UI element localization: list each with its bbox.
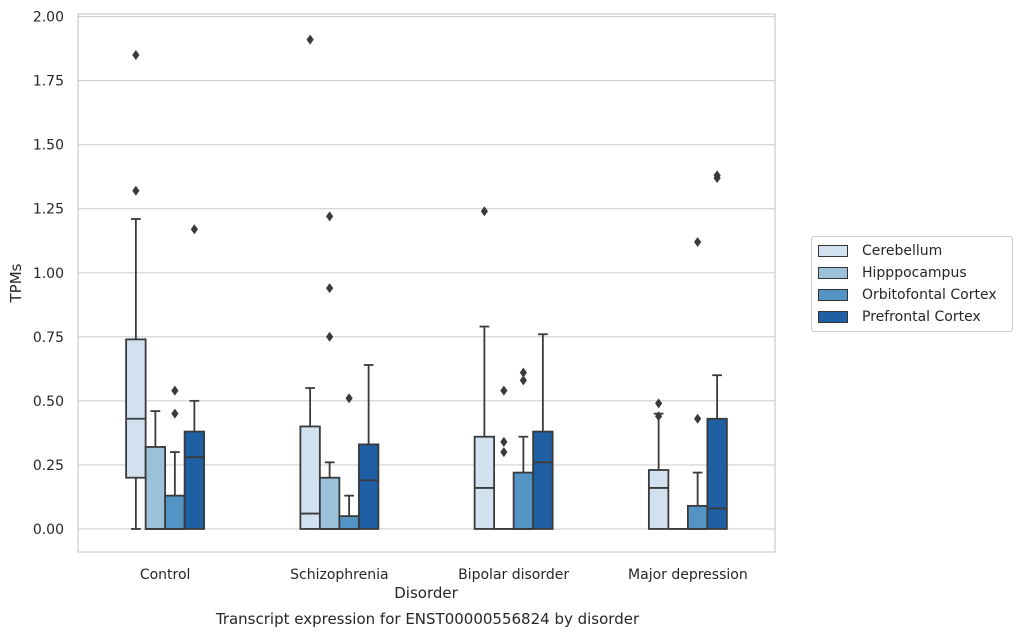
outlier-point — [655, 398, 663, 409]
box-body — [706, 417, 728, 530]
legend-label-prefrontal: Prefrontal Cortex — [862, 309, 981, 325]
outlier-point — [345, 393, 353, 404]
outlier-point — [306, 34, 314, 45]
outlier-point — [326, 283, 334, 294]
y-axis-label: TPMs — [7, 263, 25, 303]
outlier-point — [519, 375, 527, 386]
outlier-point — [171, 385, 179, 396]
outlier-point — [326, 331, 334, 342]
legend: Cerebellum Hipppocampus Orbitofontal Cor… — [811, 236, 1013, 332]
box-hipppocampus-schizophrenia — [318, 211, 341, 530]
legend-item-prefrontal: Prefrontal Cortex — [818, 307, 981, 327]
legend-item-hippocampus: Hipppocampus — [818, 263, 967, 283]
box-body — [686, 504, 709, 530]
box-body — [183, 430, 206, 530]
box-hipppocampus-bipolar-disorder — [494, 385, 514, 530]
box-hipppocampus-control — [144, 410, 167, 530]
legend-swatch-cerebellum — [818, 245, 848, 257]
box-orbitofontal-cortex-bipolar-disorder — [512, 367, 535, 530]
y-tick-label: 1.75 — [33, 74, 64, 90]
box-layer — [125, 34, 728, 530]
box-body — [647, 469, 670, 530]
box-orbitofontal-cortex-major-depression — [686, 237, 709, 530]
box-body — [532, 430, 554, 530]
outlier-point — [519, 367, 527, 378]
box-orbitofontal-cortex-schizophrenia — [338, 393, 360, 530]
box-body — [144, 446, 167, 530]
x-tick-labels: Control Schizophrenia Bipolar disorder Majo… — [140, 567, 748, 583]
legend-swatch-prefrontal — [818, 311, 848, 323]
y-tick-label: 0.25 — [33, 458, 64, 474]
outlier-point — [500, 385, 508, 396]
y-tick-label: 1.50 — [33, 138, 64, 154]
x-tick-label: Schizophrenia — [290, 567, 388, 583]
y-tick-labels: 0.00 0.25 0.50 0.75 1.00 1.25 1.50 1.75 2.00 — [33, 10, 64, 538]
legend-item-orbitofrontal: Orbitofontal Cortex — [818, 285, 997, 305]
box-cerebellum-schizophrenia — [299, 34, 321, 530]
x-tick-label: Bipolar disorder — [458, 567, 569, 583]
outlier-point — [500, 436, 508, 447]
box-prefrontal-cortex-bipolar-disorder — [532, 333, 554, 530]
legend-swatch-hippocampus — [818, 267, 848, 279]
box-cerebellum-major-depression — [647, 398, 670, 530]
outlier-point — [694, 413, 702, 424]
box-orbitofontal-cortex-control — [164, 385, 186, 530]
y-tick-label: 0.00 — [33, 522, 64, 538]
y-tick-label: 0.50 — [33, 394, 64, 410]
legend-swatch-orbitofrontal — [818, 289, 848, 301]
box-body — [164, 494, 186, 530]
box-prefrontal-cortex-control — [183, 224, 206, 530]
x-tick-label: Control — [140, 567, 191, 583]
outlier-point — [713, 172, 721, 183]
outlier-point — [190, 224, 198, 235]
box-body — [125, 338, 147, 479]
legend-label-hippocampus: Hipppocampus — [862, 265, 967, 281]
y-tick-label: 2.00 — [33, 10, 64, 26]
box-body — [338, 515, 360, 530]
x-tick-label: Major depression — [628, 567, 748, 583]
box-body — [318, 476, 341, 530]
outlier-point — [326, 211, 334, 222]
y-tick-label: 1.25 — [33, 202, 64, 218]
box-prefrontal-cortex-major-depression — [706, 170, 728, 530]
y-tick-label: 0.75 — [33, 330, 64, 346]
outlier-point — [694, 237, 702, 248]
plot-frame — [77, 13, 776, 553]
box-body — [357, 443, 380, 530]
outlier-point — [655, 411, 663, 422]
box-cerebellum-bipolar-disorder — [473, 206, 496, 530]
box-prefrontal-cortex-schizophrenia — [357, 364, 380, 530]
grid-lines — [78, 16, 775, 530]
legend-label-cerebellum: Cerebellum — [862, 243, 943, 259]
box-body — [473, 435, 496, 530]
outlier-point — [480, 206, 488, 217]
outlier-point — [171, 408, 179, 419]
legend-item-cerebellum: Cerebellum — [818, 241, 942, 261]
box-body — [512, 471, 535, 530]
legend-label-orbitofrontal: Orbitofontal Cortex — [862, 287, 997, 303]
box-cerebellum-control — [125, 49, 147, 530]
outlier-point — [132, 49, 140, 60]
y-tick-label: 1.00 — [33, 266, 64, 282]
outlier-point — [500, 447, 508, 458]
chart-caption: Transcript expression for ENST0000055682… — [215, 610, 640, 628]
outlier-point — [132, 185, 140, 196]
x-axis-label: Disorder — [394, 584, 458, 602]
